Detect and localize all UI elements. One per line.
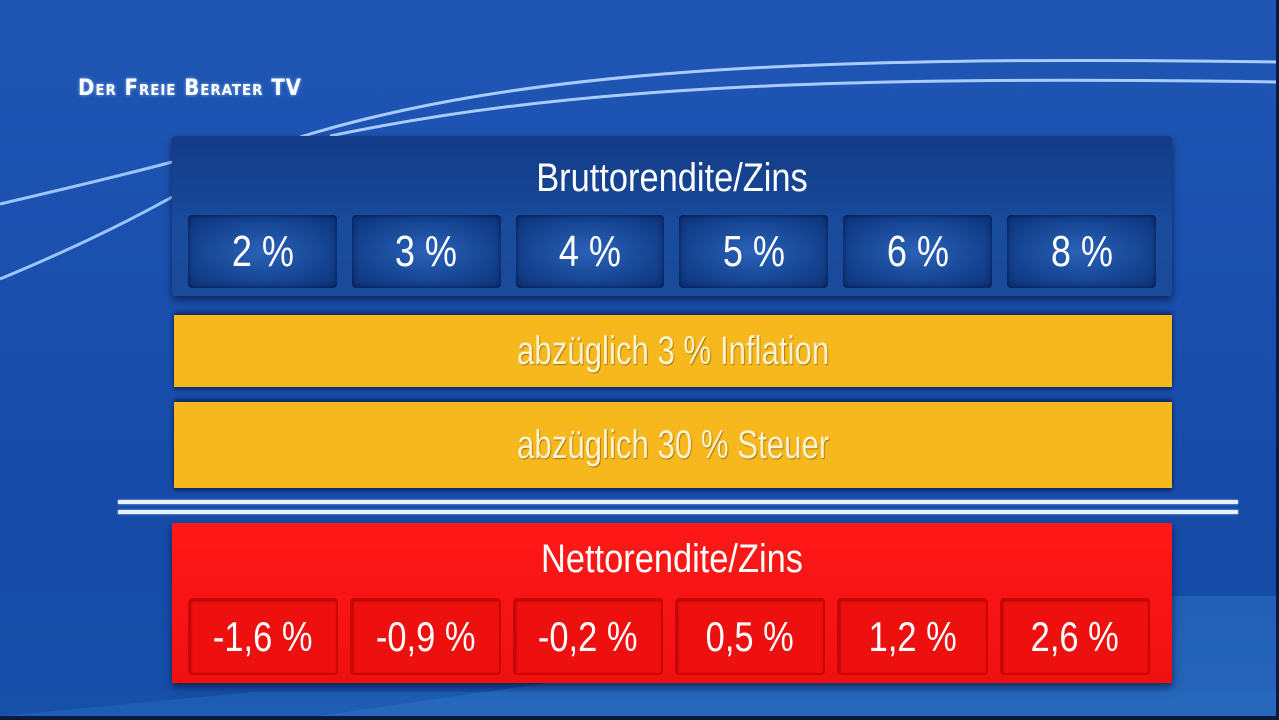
tax-deduction-text: abzüglich 30 % Steuer [516,422,830,467]
net-value-cell: -0,2 % [512,598,663,675]
gross-return-panel: Bruttorendite/Zins 2 % 3 % 4 % 5 % 6 % 8… [172,136,1172,296]
net-value-cell: 0,5 % [674,598,826,675]
net-value-cell: 1,2 % [837,598,988,675]
tax-deduction-bar: abzüglich 30 % Steuer [174,402,1172,488]
gross-value-cell: 6 % [843,215,993,288]
net-value-cell: -1,6 % [188,598,339,675]
inflation-deduction-bar: abzüglich 3 % Inflation [174,315,1172,387]
net-value-cell: -0,9 % [350,598,501,675]
gross-value-cell: 5 % [679,215,829,288]
channel-logo: Der Freie Berater TV [78,76,302,101]
net-return-panel: Nettorendite/Zins -1,6 % -0,9 % -0,2 % 0… [172,523,1172,683]
gross-value-cell: 2 % [188,215,337,288]
net-return-values: -1,6 % -0,9 % -0,2 % 0,5 % 1,2 % 2,6 % [188,598,1150,675]
gross-value-cell: 3 % [351,215,501,288]
net-value-text: -1,6 % [213,612,313,660]
gross-value-text: 2 % [231,226,294,276]
net-value-text: 2,6 % [1030,612,1119,660]
gross-value-text: 4 % [558,226,622,276]
gross-return-values: 2 % 3 % 4 % 5 % 6 % 8 % [188,215,1156,288]
net-value-text: -0,9 % [375,612,476,660]
net-value-text: 1,2 % [868,612,957,660]
net-value-text: 0,5 % [706,612,795,660]
net-return-title: Nettorendite/Zins [541,537,803,581]
gross-value-cell: 8 % [1007,215,1156,288]
gross-value-text: 6 % [886,226,949,276]
net-value-text: -0,2 % [538,612,638,660]
gross-value-cell: 4 % [515,215,665,288]
gross-value-text: 3 % [395,226,458,276]
gross-return-title: Bruttorendite/Zins [536,156,808,200]
net-value-cell: 2,6 % [999,598,1150,675]
equals-rule-top [118,500,1238,504]
inflation-deduction-text: abzüglich 3 % Inflation [516,328,830,373]
gross-value-text: 5 % [722,226,785,276]
gross-value-text: 8 % [1050,226,1113,276]
equals-rule-bottom [118,510,1238,514]
